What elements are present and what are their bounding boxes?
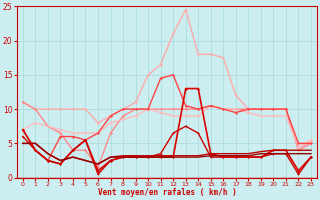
X-axis label: Vent moyen/en rafales ( km/h ): Vent moyen/en rafales ( km/h ) [98,188,236,197]
